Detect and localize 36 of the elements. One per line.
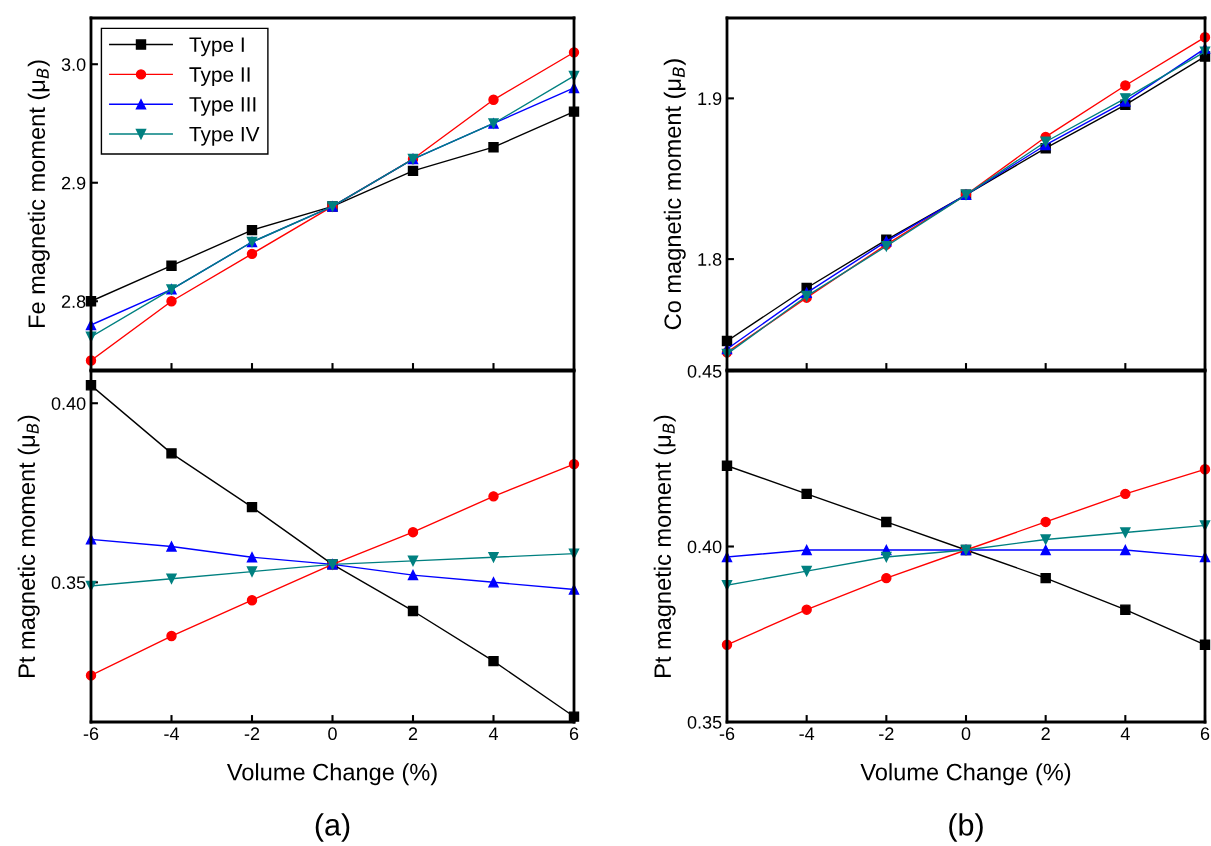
legend-label: Type I xyxy=(189,37,244,57)
x-tick-label: 4 xyxy=(488,727,498,740)
text: (b) xyxy=(949,813,983,842)
x-tick-label: -4 xyxy=(799,727,815,740)
x-tick-label: -2 xyxy=(879,727,894,740)
y-axis-title: Fe magnetic moment (μ$_{B}$) xyxy=(27,60,50,327)
y-tick-label: 1.8 xyxy=(698,253,722,266)
legend-label: Type II xyxy=(189,67,250,87)
x-axis-title: Volume Change (%) xyxy=(860,763,1071,786)
x-tick-label: -6 xyxy=(83,727,99,741)
y-tick-label: 0.35 xyxy=(51,576,86,590)
text: (a) xyxy=(315,813,350,842)
y-tick-label: 2.8 xyxy=(61,295,86,308)
y-tick-label: 0.35 xyxy=(687,715,722,729)
legend-label: Type IV xyxy=(189,127,260,146)
x-tick-label: 2 xyxy=(408,727,418,740)
x-tick-label: 4 xyxy=(1120,727,1130,740)
x-tick-label: 2 xyxy=(1041,727,1050,740)
y-tick-label: 1.9 xyxy=(698,92,722,106)
y-tick-label: 0.40 xyxy=(687,540,722,554)
x-tick-label: 0 xyxy=(961,727,971,741)
y-tick-label: 3.0 xyxy=(61,58,86,71)
x-tick-label: -2 xyxy=(244,727,260,740)
y-tick-label: 0.40 xyxy=(51,397,86,410)
y-tick-label: 2.9 xyxy=(61,176,86,190)
x-tick-label: 6 xyxy=(1200,727,1210,741)
legend-label: Type III xyxy=(189,97,256,116)
y-axis-title: Pt magnetic moment (μ$_{B}$) xyxy=(653,415,676,677)
x-tick-label: -4 xyxy=(164,727,179,740)
y-axis-title: Pt magnetic moment (μ$_{B}$) xyxy=(17,415,40,677)
y-axis-title: Co magnetic moment (μ$_{B}$) xyxy=(663,59,686,330)
y-tick-label: 0.45 xyxy=(687,364,722,378)
x-tick-label: 6 xyxy=(569,727,579,741)
x-axis-title: Volume Change (%) xyxy=(226,763,437,786)
x-tick-label: 0 xyxy=(328,727,337,741)
x-tick-label: -6 xyxy=(719,727,735,741)
